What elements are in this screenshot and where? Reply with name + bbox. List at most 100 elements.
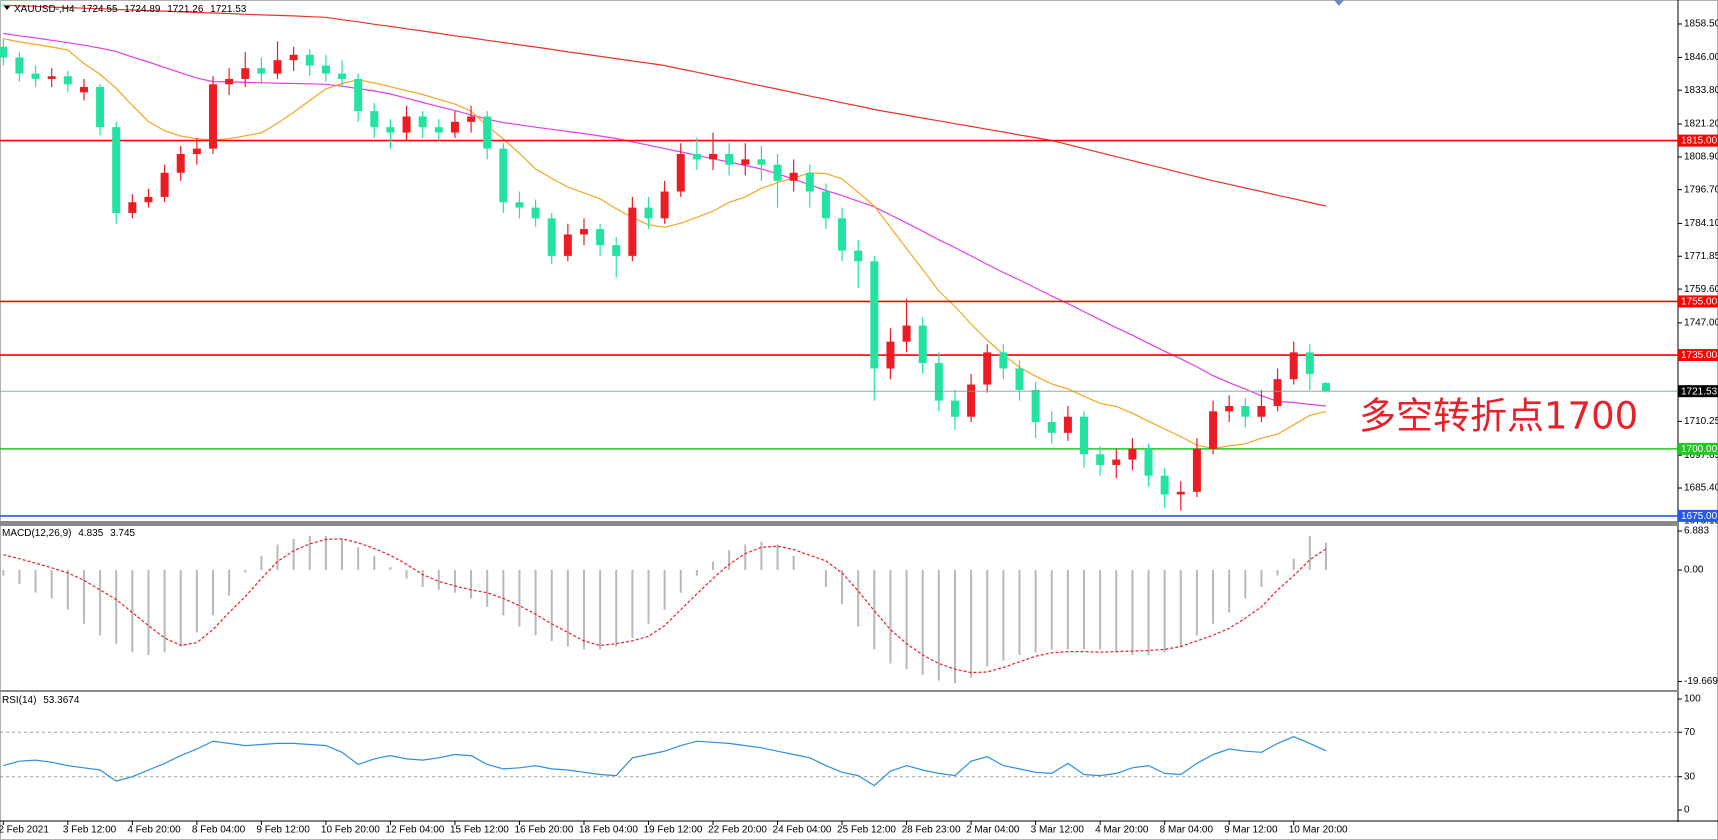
candle-body xyxy=(918,325,927,364)
level-label: 1675.00 xyxy=(1681,511,1718,522)
candle-body xyxy=(467,116,476,122)
candle-body xyxy=(63,76,72,85)
candle-body xyxy=(402,116,411,133)
candle-body xyxy=(967,384,976,417)
candle-body xyxy=(1160,475,1169,495)
candle-body xyxy=(1257,405,1266,417)
annotation: 多空转折点1700 xyxy=(1359,395,1638,438)
candle-body xyxy=(838,218,847,251)
candle-body xyxy=(757,159,766,165)
candle-body xyxy=(225,78,234,85)
candle-body xyxy=(676,154,685,192)
y-tick-label: 1685.40 xyxy=(1684,483,1718,494)
signal-line xyxy=(3,538,1327,674)
y-tick-label: 1697.65 xyxy=(1684,450,1718,461)
candle-body xyxy=(1015,368,1024,390)
candle-body xyxy=(1063,416,1072,433)
candle-body xyxy=(192,148,201,155)
symbol: XAUUSD-,H4 xyxy=(14,4,75,15)
panel-separator xyxy=(0,521,1678,526)
y-tick-label: 1771.85 xyxy=(1684,251,1718,262)
x-tick-label: 9 Feb 12:00 xyxy=(256,825,310,836)
candle-body xyxy=(789,172,798,181)
candle-body xyxy=(1209,411,1218,449)
candle-body xyxy=(1031,389,1040,423)
x-tick-label: 25 Feb 12:00 xyxy=(837,825,896,836)
x-tick-label: 19 Feb 12:00 xyxy=(644,825,703,836)
y-tick-label: 70 xyxy=(1684,727,1696,738)
candle-body xyxy=(176,154,185,173)
signal-value: 3.745 xyxy=(110,528,136,539)
candle-body xyxy=(1112,459,1121,465)
candle-body xyxy=(983,352,992,385)
menu-arrow xyxy=(4,6,10,10)
x-tick-label: 28 Feb 23:00 xyxy=(902,825,961,836)
last-low: 1721.26 xyxy=(167,4,204,15)
x-tick-label: 15 Feb 12:00 xyxy=(450,825,509,836)
level-label: 1735.00 xyxy=(1681,350,1718,361)
rsi-name: RSI(14) xyxy=(2,695,37,706)
candle-body xyxy=(741,159,750,165)
candle-body xyxy=(612,245,621,256)
price-label: 1721.53 xyxy=(1681,386,1718,397)
candle-body xyxy=(886,341,895,369)
rsi-line xyxy=(3,736,1327,787)
level-label-box xyxy=(1678,295,1718,308)
candle-body xyxy=(499,148,508,203)
moving-average xyxy=(3,38,1327,450)
candle-body xyxy=(725,154,734,165)
candle-body xyxy=(1225,405,1234,412)
y-tick-label: 1821.20 xyxy=(1684,119,1718,130)
x-tick-label: 8 Mar 04:00 xyxy=(1160,825,1214,836)
candle-body xyxy=(79,86,88,93)
last-close: 1721.53 xyxy=(210,4,247,15)
level-label: 1815.00 xyxy=(1681,136,1718,147)
candle-body xyxy=(596,229,605,246)
candle-body xyxy=(854,250,863,262)
candle-body xyxy=(1241,405,1250,417)
y-tick-label: 1710.25 xyxy=(1684,416,1718,427)
y-tick-label: 1747.00 xyxy=(1684,318,1718,329)
candle-body xyxy=(644,207,653,219)
candle-body xyxy=(773,164,782,181)
candle-body xyxy=(628,207,637,256)
rsi-header: RSI(14) 53.3674 xyxy=(2,695,83,706)
candle-body xyxy=(1144,448,1153,476)
y-tick-label: 1759.60 xyxy=(1684,284,1718,295)
candle-body xyxy=(47,76,56,79)
level-label-box xyxy=(1678,509,1718,522)
candle-body xyxy=(1321,383,1330,392)
moving-average xyxy=(3,32,1327,407)
candle-body xyxy=(692,154,701,160)
level-label: 1700.00 xyxy=(1681,444,1718,455)
last-high: 1724.89 xyxy=(124,4,161,15)
candle-body xyxy=(1047,422,1056,433)
candle-body xyxy=(273,60,282,74)
y-tick-label: 0 xyxy=(1684,805,1690,816)
y-tick-label: 1833.80 xyxy=(1684,85,1718,96)
candle-body xyxy=(934,363,943,401)
price-label-box xyxy=(1678,385,1718,398)
x-tick-label: 2 Feb 2021 xyxy=(0,825,49,836)
candle-body xyxy=(1273,379,1282,406)
y-tick-label: 1796.70 xyxy=(1684,184,1718,195)
candle-body xyxy=(241,68,250,79)
moving-average xyxy=(3,4,1327,207)
candle-body xyxy=(418,116,427,128)
candle-body xyxy=(370,111,379,128)
candle-body xyxy=(1192,448,1201,492)
candle-body xyxy=(434,127,443,133)
candle-body xyxy=(386,127,395,133)
candle-body xyxy=(579,229,588,235)
x-tick-label: 18 Feb 04:00 xyxy=(579,825,638,836)
y-tick-label: 100 xyxy=(1684,694,1701,705)
candle-body xyxy=(1305,352,1314,374)
candle-body xyxy=(1080,416,1089,455)
candle-body xyxy=(660,191,669,219)
x-tick-label: 4 Feb 20:00 xyxy=(127,825,181,836)
candle-body xyxy=(1289,352,1298,380)
candle-body xyxy=(338,73,347,79)
level-label-box xyxy=(1678,134,1718,147)
